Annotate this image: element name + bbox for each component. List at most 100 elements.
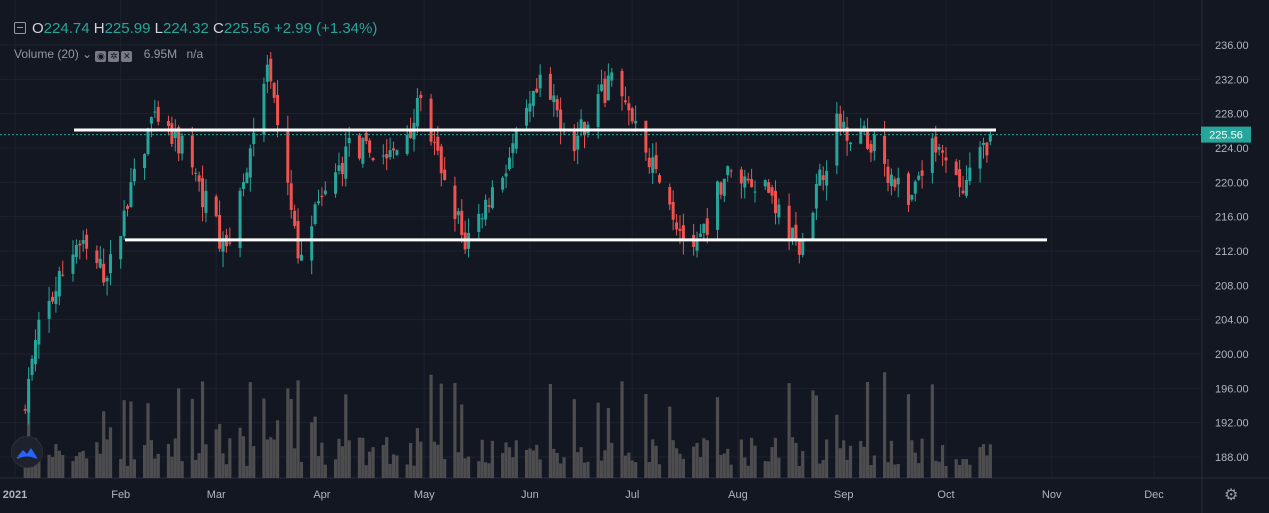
x-tick-label: Nov: [1042, 489, 1062, 501]
volume-bar: [702, 438, 706, 478]
candle-body: [23, 409, 27, 411]
volume-bar: [582, 462, 587, 478]
volume-bar: [773, 437, 778, 478]
volume-bar: [289, 398, 293, 478]
volume-bar: [71, 461, 75, 478]
candle-body: [429, 98, 433, 142]
candle-body: [54, 291, 58, 305]
volume-bar: [930, 384, 934, 478]
candle-body: [177, 127, 181, 154]
volume-bar: [484, 462, 488, 478]
volume-bar: [194, 459, 198, 478]
horizontal-lines[interactable]: [74, 128, 1047, 242]
candle-body: [811, 212, 815, 239]
y-tick-label: 228.00: [1215, 109, 1249, 121]
volume-bar: [985, 455, 989, 478]
y-tick-label: 204.00: [1215, 315, 1249, 327]
candle-body: [525, 107, 529, 126]
volume-bar: [337, 438, 341, 478]
candle-body: [122, 210, 126, 237]
volume-bar: [559, 463, 563, 478]
volume-bars: [23, 372, 992, 478]
candle-body: [484, 199, 488, 220]
candle-body: [262, 83, 266, 135]
volume-bar: [224, 464, 229, 478]
candle-body: [937, 147, 941, 150]
candle-body: [95, 250, 99, 263]
y-tick-label: 220.00: [1215, 177, 1249, 189]
volume-bar: [576, 452, 580, 478]
y-tick-label: 212.00: [1215, 246, 1249, 258]
candle-body: [801, 238, 805, 255]
volume-bar: [412, 465, 416, 478]
volume-bar: [347, 440, 351, 478]
candle-body: [487, 205, 491, 207]
candle-body: [866, 128, 870, 149]
volume-bar: [657, 464, 662, 478]
volume-bar: [102, 411, 106, 478]
candle-body: [221, 238, 225, 252]
candle-body: [698, 233, 702, 237]
volume-bar: [674, 448, 679, 478]
eye-icon[interactable]: ◉: [95, 51, 107, 62]
candle-body: [906, 173, 910, 206]
candle-body: [276, 94, 280, 126]
candle-body: [658, 175, 662, 183]
volume-bar: [436, 444, 440, 478]
volume-bar: [944, 465, 948, 478]
volume-bar: [835, 414, 839, 478]
candle-body: [941, 150, 945, 153]
settings-icon[interactable]: ✲: [108, 51, 120, 62]
volume-bar: [156, 453, 160, 478]
candle-body: [269, 58, 273, 82]
price-axis[interactable]: 236.00 232.00 228.00 224.00 220.00 216.00 212.…: [1215, 40, 1249, 464]
volume-bar: [882, 372, 887, 478]
volume-bar: [395, 455, 399, 478]
volume-bar: [934, 460, 938, 478]
chevron-down-icon[interactable]: ⌄: [82, 47, 93, 61]
volume-bar: [221, 453, 225, 478]
high-value: 225.99: [104, 20, 151, 37]
volume-bar: [722, 453, 726, 478]
volume-bar: [361, 437, 365, 478]
volume-bar: [531, 450, 535, 478]
candle-body: [869, 144, 873, 153]
candle-body: [320, 195, 324, 198]
volume-bar: [477, 461, 481, 478]
candle-body: [371, 158, 375, 161]
volume-bar: [238, 427, 242, 478]
x-tick-label: Sep: [834, 489, 854, 501]
gear-icon[interactable]: ⚙: [1224, 487, 1239, 504]
volume-bar: [514, 440, 518, 478]
volume-label[interactable]: Volume (20): [14, 47, 79, 61]
candle-body: [197, 175, 201, 182]
volume-bar: [821, 459, 825, 478]
collapse-icon[interactable]: [14, 22, 26, 34]
candle-body: [859, 131, 863, 144]
candle-body: [620, 70, 624, 97]
volume-bar: [620, 381, 624, 478]
volume-bar: [654, 445, 658, 478]
close-icon[interactable]: ✕: [121, 51, 133, 62]
volume-bar: [889, 440, 894, 478]
candle-body: [920, 170, 924, 176]
volume-bar: [893, 464, 897, 478]
candle-body: [647, 157, 651, 168]
volume-bar: [739, 439, 743, 478]
time-axis[interactable]: 2021 Feb Mar Apr May Jun Jul Aug Sep Oct Nov Dec: [3, 489, 1165, 501]
candles: [23, 52, 992, 425]
volume-bar: [166, 443, 171, 478]
volume-bar: [480, 439, 484, 478]
volume-bar: [524, 449, 529, 478]
candle-body: [917, 175, 921, 180]
candle-body: [146, 128, 150, 155]
logo-icon[interactable]: [11, 436, 43, 468]
volume-bar: [507, 447, 512, 478]
volume-bar: [511, 457, 515, 478]
candle-body: [651, 157, 655, 173]
volume-bar: [678, 453, 682, 478]
candle-body: [47, 300, 51, 319]
volume-bar: [552, 448, 556, 478]
open-value: 224.74: [43, 20, 90, 37]
